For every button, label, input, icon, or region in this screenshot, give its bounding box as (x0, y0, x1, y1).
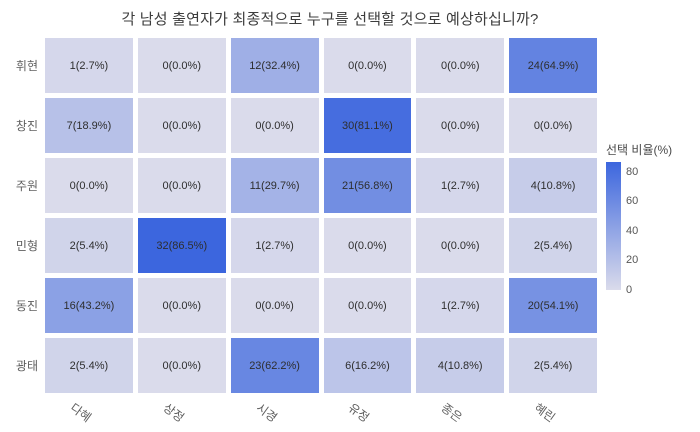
heatmap-cell[interactable]: 16(43.2%) (45, 278, 133, 333)
heatmap-cell[interactable]: 6(16.2%) (323, 338, 412, 393)
heatmap-cell[interactable]: 0(0.0%) (137, 38, 226, 93)
colorbar-tick: 80 (626, 165, 639, 178)
heatmap-cell[interactable]: 4(10.8%) (416, 338, 505, 393)
heatmap-cell[interactable]: 20(54.1%) (509, 278, 597, 333)
colorbar-tick: 40 (626, 224, 639, 237)
heatmap-cell[interactable]: 21(56.8%) (323, 158, 412, 213)
heatmap-grid: 1(2.7%) 0(0.0%) 12(32.4%) 0(0.0%) 0(0.0%) 24(… (45, 38, 597, 393)
heatmap-cell[interactable]: 12(32.4%) (230, 38, 319, 93)
heatmap-cell[interactable]: 0(0.0%) (323, 38, 412, 93)
colorbar-title: 선택 비율(%) (606, 143, 673, 157)
heatmap-cell[interactable]: 24(64.9%) (509, 38, 597, 93)
colorbar-tick: 0 (626, 284, 633, 296)
x-axis-label: 다혜 (67, 400, 94, 425)
y-axis-label: 휘현 (15, 58, 38, 73)
y-axis-label: 주원 (15, 178, 38, 193)
y-axis-label: 동진 (15, 298, 38, 313)
heatmap-cell[interactable]: 0(0.0%) (45, 158, 133, 213)
colorbar-tick: 60 (626, 195, 639, 208)
heatmap-cell[interactable]: 2(5.4%) (45, 338, 133, 393)
heatmap-cell[interactable]: 2(5.4%) (45, 218, 133, 273)
heatmap-cell[interactable]: 23(62.2%) (230, 338, 319, 393)
heatmap-cell[interactable]: 0(0.0%) (230, 278, 319, 333)
heatmap-cell[interactable]: 2(5.4%) (509, 218, 597, 273)
heatmap-cell[interactable]: 0(0.0%) (416, 218, 505, 273)
heatmap-cell[interactable]: 1(2.7%) (416, 158, 505, 213)
heatmap-cell[interactable]: 4(10.8%) (509, 158, 597, 213)
heatmap-cell[interactable]: 0(0.0%) (137, 338, 226, 393)
chart-title: 각 남성 출연자가 최종적으로 누구를 선택할 것으로 예상하십니까? (121, 11, 539, 28)
heatmap-cell[interactable]: 32(86.5%) (137, 218, 226, 273)
heatmap-cell[interactable]: 2(5.4%) (509, 338, 597, 393)
y-axis-label: 광태 (15, 358, 38, 373)
heatmap-cell[interactable]: 0(0.0%) (137, 158, 226, 213)
x-axis-label: 종은 (438, 400, 465, 425)
y-axis-label: 민형 (15, 238, 38, 253)
heatmap-cell[interactable]: 0(0.0%) (230, 98, 319, 153)
heatmap-cell[interactable]: 0(0.0%) (323, 218, 412, 273)
heatmap-cell[interactable]: 0(0.0%) (137, 98, 226, 153)
heatmap-cell[interactable]: 7(18.9%) (45, 98, 133, 153)
heatmap-cell[interactable]: 1(2.7%) (416, 278, 505, 333)
heatmap-cell[interactable]: 0(0.0%) (509, 98, 597, 153)
heatmap-cell[interactable]: 0(0.0%) (416, 38, 505, 93)
x-axis-label: 혜린 (531, 400, 558, 425)
heatmap-cell[interactable]: 0(0.0%) (137, 278, 226, 333)
colorbar (606, 162, 621, 290)
x-axis-label: 시경 (253, 400, 280, 425)
x-axis-label: 유정 (346, 400, 373, 425)
y-axis-label: 창진 (15, 118, 38, 133)
heatmap-cell[interactable]: 0(0.0%) (416, 98, 505, 153)
heatmap-cell[interactable]: 11(29.7%) (230, 158, 319, 213)
colorbar-tick: 20 (626, 254, 639, 267)
heatmap-cell[interactable]: 1(2.7%) (230, 218, 319, 273)
heatmap-cell[interactable]: 30(81.1%) (323, 98, 412, 153)
x-axis-label: 상정 (160, 400, 187, 425)
heatmap-cell[interactable]: 0(0.0%) (323, 278, 412, 333)
heatmap-cell[interactable]: 1(2.7%) (45, 38, 133, 93)
